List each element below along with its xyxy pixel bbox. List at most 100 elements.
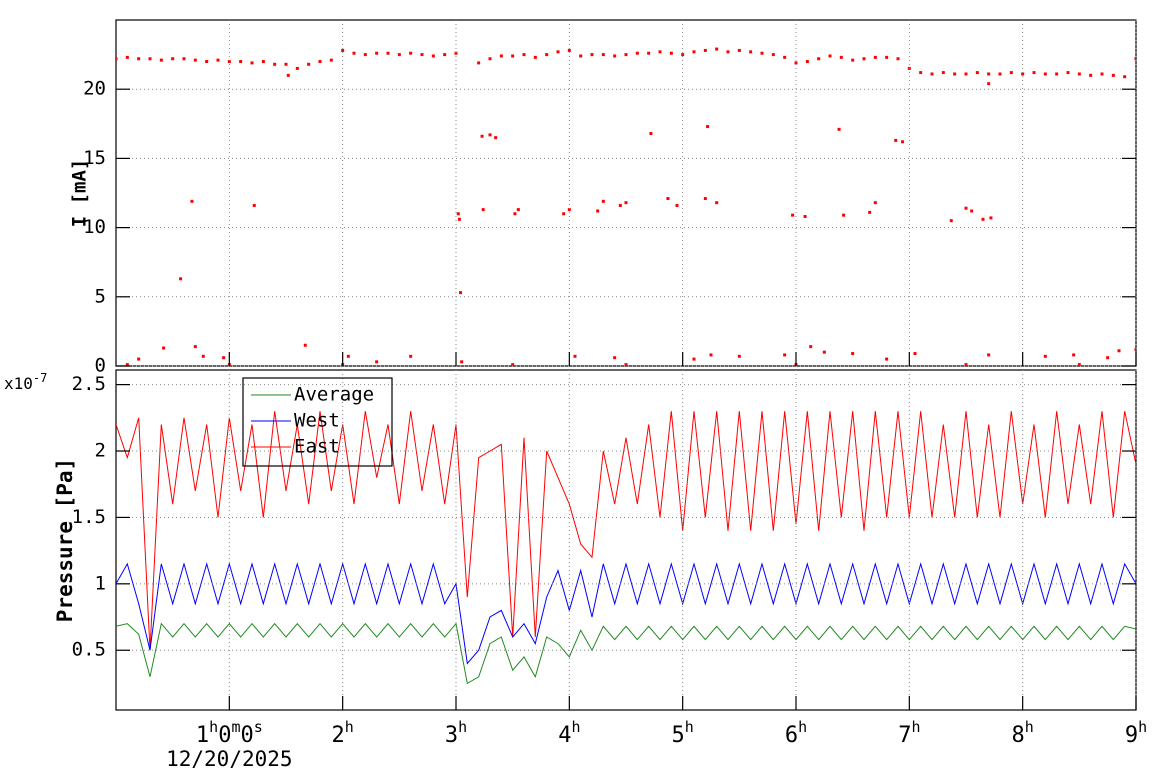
data-point bbox=[190, 199, 194, 203]
data-point bbox=[624, 201, 628, 205]
data-point bbox=[624, 53, 628, 57]
data-point bbox=[363, 53, 367, 57]
plot-area bbox=[116, 411, 1136, 685]
data-point bbox=[511, 54, 515, 58]
data-point bbox=[116, 57, 118, 61]
data-point bbox=[760, 51, 764, 55]
x-tick-label: 7h bbox=[898, 718, 920, 749]
data-point bbox=[771, 53, 775, 57]
data-point bbox=[193, 345, 197, 349]
data-point bbox=[601, 53, 605, 57]
data-point bbox=[675, 203, 679, 207]
data-point bbox=[613, 356, 617, 360]
legend-label: East bbox=[294, 436, 340, 458]
data-point bbox=[803, 215, 807, 219]
series-line bbox=[116, 622, 1136, 685]
data-point bbox=[868, 210, 872, 214]
data-point bbox=[1134, 57, 1136, 61]
data-point bbox=[454, 51, 458, 55]
x-tick-label: 6h bbox=[785, 718, 807, 749]
data-point bbox=[1055, 72, 1059, 76]
data-point bbox=[533, 55, 537, 59]
data-point bbox=[481, 208, 485, 212]
data-point bbox=[409, 354, 413, 358]
x-tick-label: 5h bbox=[672, 718, 694, 749]
y-axis-title: Pressure [Pa] bbox=[53, 458, 77, 622]
data-point bbox=[125, 55, 129, 59]
data-point bbox=[989, 216, 993, 220]
data-point bbox=[261, 60, 265, 64]
x-tick-label: 4h bbox=[558, 718, 580, 749]
data-point bbox=[647, 51, 651, 55]
data-point bbox=[706, 125, 710, 129]
data-point bbox=[125, 363, 129, 366]
y-tick-label: 1.5 bbox=[72, 506, 106, 528]
data-point bbox=[303, 343, 307, 347]
data-point bbox=[596, 209, 600, 213]
data-point bbox=[341, 48, 345, 52]
data-point bbox=[618, 203, 622, 207]
data-point bbox=[1111, 73, 1115, 77]
data-point bbox=[182, 57, 186, 61]
data-point bbox=[837, 127, 841, 131]
y-tick-label: 2.5 bbox=[72, 373, 106, 395]
data-point bbox=[613, 54, 617, 58]
data-point bbox=[545, 53, 549, 57]
data-point bbox=[1077, 72, 1081, 76]
data-point bbox=[346, 354, 350, 358]
data-point bbox=[987, 353, 991, 357]
data-point bbox=[809, 345, 813, 349]
data-point bbox=[179, 277, 183, 281]
data-point bbox=[658, 50, 662, 54]
data-point bbox=[1106, 356, 1110, 360]
data-point bbox=[975, 71, 979, 75]
data-point bbox=[511, 363, 515, 366]
data-point bbox=[201, 354, 205, 358]
data-point bbox=[987, 72, 991, 76]
data-point bbox=[692, 50, 696, 54]
data-point bbox=[851, 58, 855, 62]
data-point bbox=[885, 55, 889, 59]
data-point bbox=[1089, 73, 1093, 77]
legend-label: West bbox=[294, 410, 340, 432]
data-point bbox=[964, 206, 968, 210]
data-point bbox=[1043, 72, 1047, 76]
data-point bbox=[839, 55, 843, 59]
data-point bbox=[1117, 349, 1121, 353]
data-point bbox=[513, 212, 517, 216]
data-point bbox=[295, 66, 299, 70]
data-point bbox=[556, 50, 560, 54]
data-point bbox=[409, 51, 413, 55]
y-tick-label: 1 bbox=[95, 572, 106, 594]
data-point bbox=[329, 58, 333, 62]
data-point bbox=[981, 217, 985, 221]
data-point bbox=[783, 55, 787, 59]
data-point bbox=[456, 212, 460, 216]
data-point bbox=[791, 213, 795, 217]
data-point bbox=[726, 50, 730, 54]
data-point bbox=[692, 357, 696, 361]
data-point bbox=[896, 57, 900, 61]
y-tick-label: 20 bbox=[83, 78, 106, 100]
top-frame bbox=[115, 19, 1137, 367]
data-point bbox=[953, 72, 957, 76]
data-point bbox=[930, 72, 934, 76]
legend-box bbox=[242, 377, 393, 467]
data-point bbox=[239, 60, 243, 64]
data-point bbox=[307, 62, 311, 66]
data-point bbox=[477, 61, 481, 65]
data-point bbox=[949, 219, 953, 223]
data-point bbox=[420, 53, 424, 57]
x-tick-label: 1h0m0s bbox=[196, 718, 263, 749]
data-point bbox=[222, 356, 226, 360]
data-point bbox=[851, 352, 855, 356]
data-point bbox=[494, 136, 498, 140]
data-point bbox=[488, 57, 492, 61]
data-point bbox=[431, 54, 435, 58]
data-point bbox=[579, 54, 583, 58]
data-point bbox=[284, 62, 288, 66]
y-tick-label: 0.5 bbox=[72, 639, 106, 661]
data-point bbox=[457, 217, 461, 221]
data-point bbox=[1043, 354, 1047, 358]
data-point bbox=[562, 212, 566, 216]
